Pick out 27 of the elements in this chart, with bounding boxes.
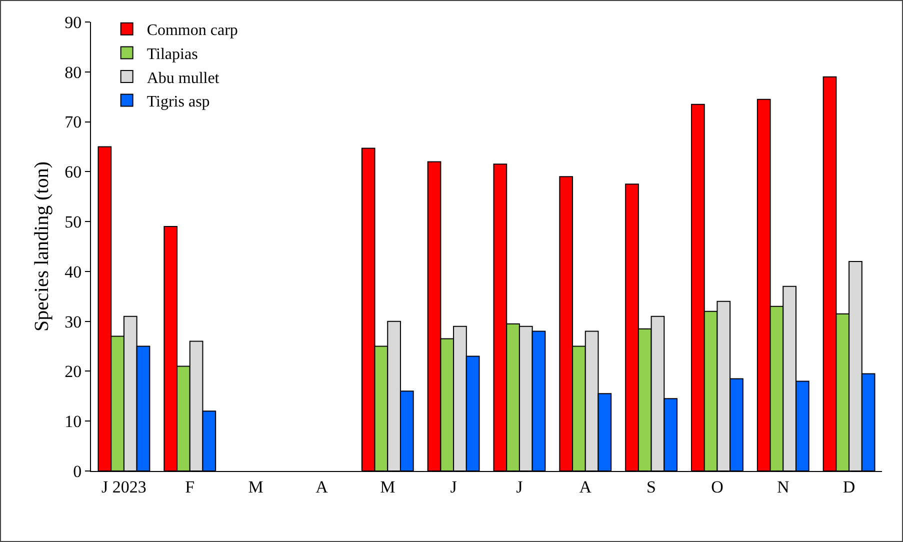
x-tick-label: J 2023: [102, 477, 146, 496]
y-tick-label: 10: [64, 412, 82, 432]
legend-label: Abu mullet: [146, 70, 220, 87]
x-tick-label: O: [711, 477, 724, 496]
legend-label: Common carp: [146, 22, 238, 40]
x-tick-label: M: [380, 477, 396, 496]
x-tick-label: D: [842, 477, 856, 496]
x-tick-label: A: [316, 477, 329, 496]
y-axis-title: Species landing (ton): [31, 162, 54, 332]
x-tick-label: J: [450, 477, 458, 496]
y-tick-label: 40: [64, 262, 82, 282]
x-tick-label: S: [646, 477, 656, 496]
y-tick-label: 30: [64, 312, 82, 332]
y-tick-label: 50: [64, 212, 82, 232]
x-tick-label: A: [579, 477, 592, 496]
x-tick-label: N: [776, 477, 790, 496]
legend-label: Tilapias: [146, 46, 198, 63]
x-tick-label: M: [248, 477, 264, 496]
y-tick-label: 20: [64, 362, 82, 382]
x-tick-label: J: [516, 477, 524, 496]
y-tick-label: 70: [64, 112, 82, 132]
x-tick-label: F: [185, 477, 195, 496]
y-tick-label: 80: [64, 62, 82, 82]
legend-label: Tigris asp: [146, 94, 210, 111]
y-tick-label: 0: [73, 462, 82, 481]
y-tick-label: 90: [64, 12, 82, 32]
y-tick-label: 60: [64, 162, 82, 182]
